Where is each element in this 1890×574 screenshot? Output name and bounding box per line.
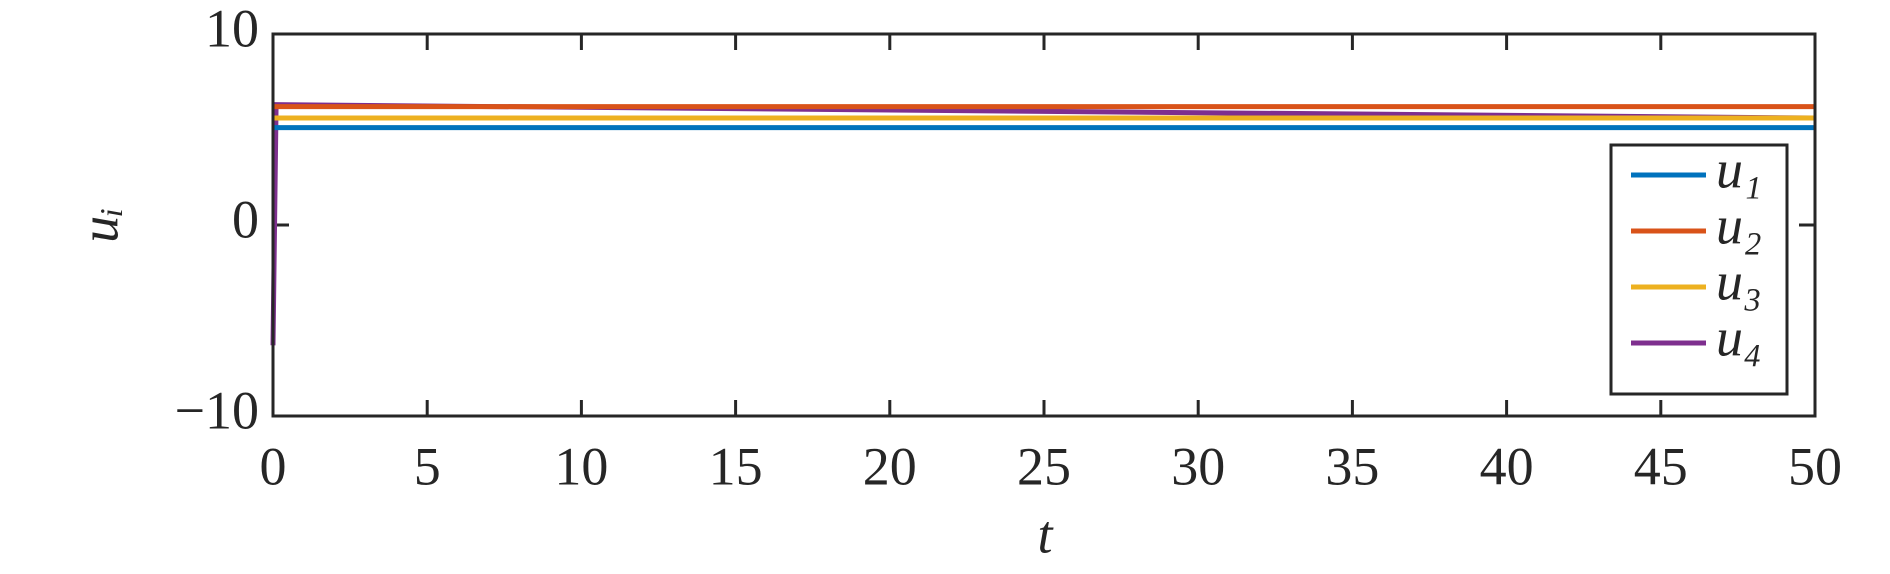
x-tick-label: 15 — [709, 436, 763, 496]
x-tick-label: 30 — [1171, 436, 1225, 496]
legend-label: u₂ — [1716, 195, 1762, 255]
y-tick-label: −10 — [175, 380, 259, 440]
x-tick-label: 10 — [554, 436, 608, 496]
x-tick-label: 40 — [1480, 436, 1534, 496]
x-tick-label: 45 — [1634, 436, 1688, 496]
legend-label: u₁ — [1716, 139, 1762, 199]
x-tick-label: 50 — [1788, 436, 1842, 496]
y-axis-label: uᵢ — [69, 207, 129, 243]
x-axis-label: t — [1037, 504, 1054, 564]
legend-label: u₃ — [1716, 251, 1762, 311]
x-tick-label: 0 — [260, 436, 287, 496]
legend-label: u₄ — [1716, 307, 1762, 367]
series-line — [270, 102, 1816, 346]
x-tick-label: 35 — [1325, 436, 1379, 496]
legend-box — [1609, 143, 1789, 396]
x-tick-label: 20 — [863, 436, 917, 496]
x-tick-label: 25 — [1017, 436, 1071, 496]
y-tick-label: 10 — [205, 0, 259, 58]
x-tick-label: 5 — [414, 436, 441, 496]
y-tick-label: 0 — [232, 189, 259, 249]
plot-frame — [271, 32, 1817, 418]
